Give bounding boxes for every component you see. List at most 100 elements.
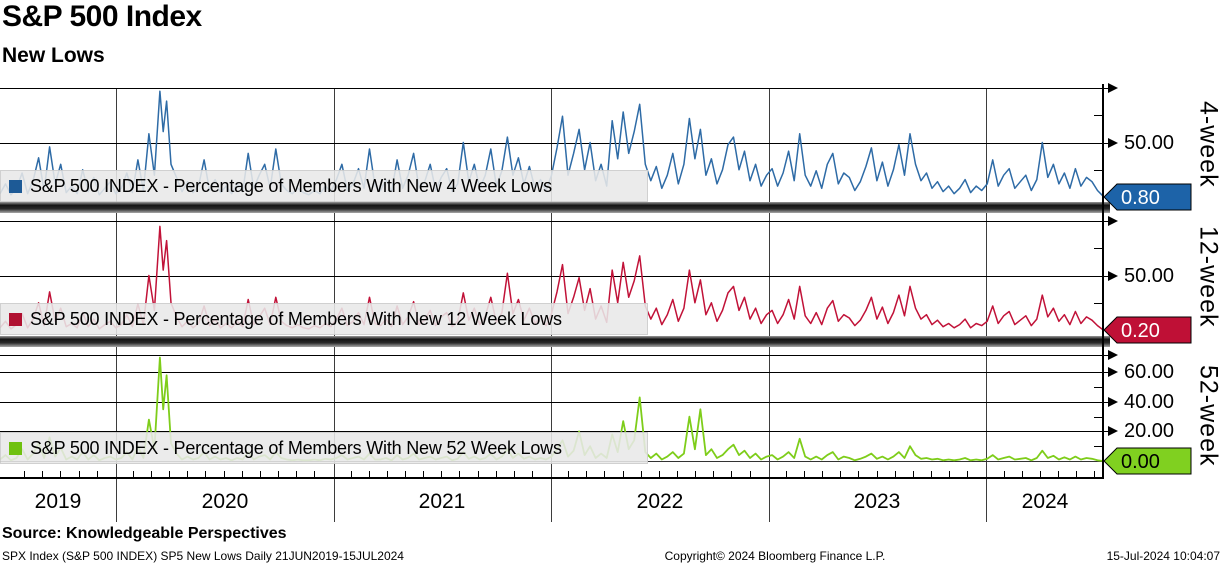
x-axis-line (0, 477, 1104, 479)
month-tick (713, 471, 714, 477)
month-tick (97, 471, 98, 477)
axis-arrow-icon (1108, 138, 1118, 148)
month-tick (369, 471, 370, 477)
x-axis-year-label: 2021 (418, 490, 466, 513)
legend-52week: S&P 500 INDEX - Percentage of Members Wi… (0, 432, 648, 464)
month-tick (79, 471, 80, 477)
month-tick (24, 471, 25, 477)
year-gridline (986, 88, 987, 522)
last-value-badge-52week[interactable]: 0.00 (1103, 447, 1193, 475)
value-gridline (0, 431, 1108, 432)
month-tick (296, 471, 297, 477)
panel-separator (0, 202, 1110, 213)
y-axis-minor-tick (1094, 115, 1103, 116)
month-tick (60, 471, 61, 477)
month-tick (895, 471, 896, 477)
axis-arrow-icon (1108, 397, 1118, 407)
panel-axis-title-text: 52-week (1194, 365, 1223, 467)
badge-shape (1103, 316, 1192, 344)
value-gridline (0, 276, 1108, 277)
value-gridline (0, 143, 1108, 144)
month-tick (532, 471, 533, 477)
month-tick (278, 471, 279, 477)
month-tick (441, 471, 442, 477)
badge-value: 0.80 (1121, 187, 1160, 209)
month-tick (623, 471, 624, 477)
footer-ticker-info: SPX Index (S&P 500 INDEX) SP5 New Lows D… (2, 549, 404, 563)
month-tick (822, 471, 823, 477)
month-tick (659, 471, 660, 477)
last-value-badge-12week[interactable]: 0.20 (1103, 316, 1193, 344)
y-axis-minor-tick (1094, 303, 1103, 304)
month-tick (496, 471, 497, 477)
y-axis-minor-tick (1094, 387, 1103, 388)
axis-arrow-icon (1108, 367, 1118, 377)
y-axis-tick-label: 20.00 (1124, 420, 1175, 442)
month-tick (786, 471, 787, 477)
legend-label: S&P 500 INDEX - Percentage of Members Wi… (30, 437, 562, 458)
y-axis-tick-label: 50.00 (1124, 265, 1175, 287)
legend-4week: S&P 500 INDEX - Percentage of Members Wi… (0, 170, 648, 202)
month-tick (133, 471, 134, 477)
legend-marker-green-icon (9, 441, 22, 455)
month-tick (750, 471, 751, 477)
panel-separator (0, 336, 1110, 347)
month-tick (731, 471, 732, 477)
page-title: S&P 500 Index (2, 0, 202, 33)
footer-timestamp: 15-Jul-2024 10:04:07 (1106, 549, 1220, 563)
panel-top-border (0, 88, 1108, 89)
x-axis-year-label: 2019 (34, 490, 82, 513)
month-tick (187, 471, 188, 477)
month-tick (804, 471, 805, 477)
panel-axis-title-text: 12-week (1194, 226, 1223, 328)
source-credit: Source: Knowledgeable Perspectives (2, 525, 287, 542)
month-tick (1004, 471, 1005, 477)
month-tick (949, 471, 950, 477)
axis-arrow-icon (1108, 426, 1118, 436)
month-tick (42, 471, 43, 477)
last-value-badge-4week[interactable]: 0.80 (1103, 183, 1193, 211)
month-tick (967, 471, 968, 477)
month-tick (260, 471, 261, 477)
month-tick (1040, 471, 1041, 477)
month-tick (695, 471, 696, 477)
axis-arrow-icon (1108, 271, 1118, 281)
month-tick (677, 471, 678, 477)
y-axis-tick-label: 60.00 (1124, 361, 1175, 383)
month-tick (514, 471, 515, 477)
x-axis-year-label: 2020 (201, 490, 249, 513)
month-tick (351, 471, 352, 477)
axis-arrow-icon (1108, 83, 1118, 93)
month-tick (877, 471, 878, 477)
legend-marker-red-icon (9, 312, 22, 326)
legend-12week: S&P 500 INDEX - Percentage of Members Wi… (0, 303, 648, 335)
month-tick (242, 471, 243, 477)
panel-axis-title-4week: 4-week (1192, 86, 1224, 202)
month-tick (568, 471, 569, 477)
legend-label: S&P 500 INDEX - Percentage of Members Wi… (30, 175, 552, 196)
panel-axis-title-text: 4-week (1194, 100, 1223, 188)
x-axis-year-label: 2023 (853, 490, 901, 513)
badge-shape (1103, 183, 1192, 211)
right-axis-line (1102, 84, 1104, 478)
legend-label: S&P 500 INDEX - Percentage of Members Wi… (30, 308, 562, 329)
x-axis-year-label: 2022 (636, 490, 684, 513)
month-tick (931, 471, 932, 477)
y-axis-minor-tick (1094, 417, 1103, 418)
y-axis-minor-tick (1094, 446, 1103, 447)
chart-subtitle: New Lows (2, 44, 105, 67)
month-tick (840, 471, 841, 477)
badge-value: 0.00 (1121, 451, 1160, 473)
panel-axis-title-12week: 12-week (1192, 219, 1224, 335)
panel-axis-title-52week: 52-week (1192, 353, 1224, 479)
month-tick (151, 471, 152, 477)
month-tick (387, 471, 388, 477)
badge-shape (1103, 447, 1192, 475)
value-gridline (0, 402, 1108, 403)
legend-marker-blue-icon (9, 179, 22, 193)
month-tick (858, 471, 859, 477)
panel-top-border (0, 355, 1108, 356)
axis-arrow-icon (1108, 216, 1118, 226)
month-tick (913, 471, 914, 477)
y-axis-tick-label: 40.00 (1124, 391, 1175, 413)
